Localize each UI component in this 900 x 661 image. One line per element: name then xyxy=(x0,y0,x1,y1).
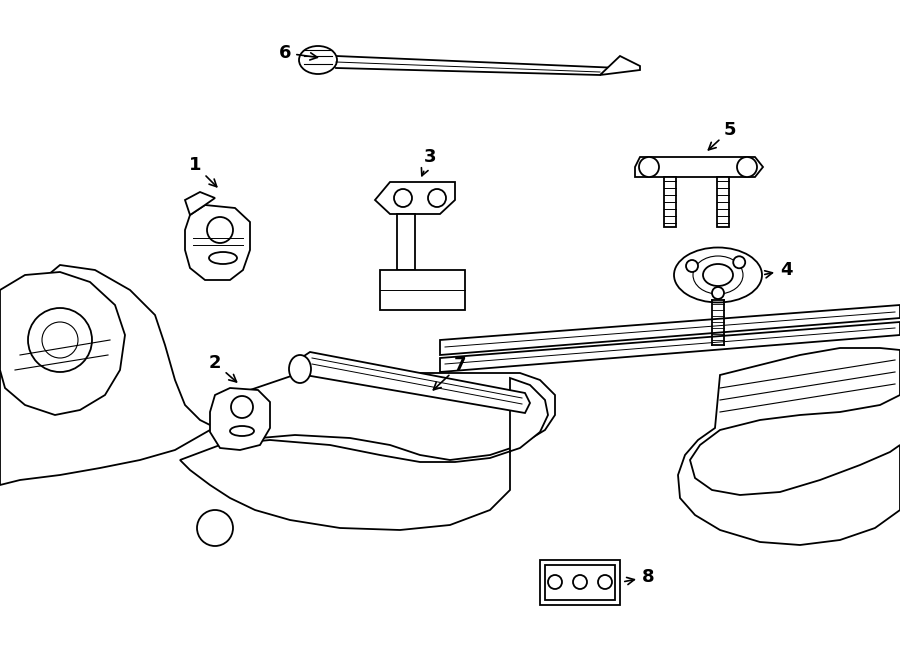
Polygon shape xyxy=(545,565,615,600)
Ellipse shape xyxy=(289,355,311,383)
Ellipse shape xyxy=(299,46,337,74)
Circle shape xyxy=(573,575,587,589)
Text: 1: 1 xyxy=(189,156,217,186)
Polygon shape xyxy=(180,378,548,530)
Polygon shape xyxy=(295,352,530,413)
Polygon shape xyxy=(210,388,270,450)
Text: 7: 7 xyxy=(434,356,466,390)
Circle shape xyxy=(737,157,757,177)
Polygon shape xyxy=(397,214,415,270)
Circle shape xyxy=(428,189,446,207)
Ellipse shape xyxy=(703,264,733,286)
Polygon shape xyxy=(664,177,676,227)
Polygon shape xyxy=(440,322,900,372)
Ellipse shape xyxy=(693,256,743,294)
Ellipse shape xyxy=(230,426,254,436)
Text: 4: 4 xyxy=(765,261,792,279)
Ellipse shape xyxy=(209,252,237,264)
Circle shape xyxy=(42,322,78,358)
Circle shape xyxy=(598,575,612,589)
Circle shape xyxy=(639,157,659,177)
Polygon shape xyxy=(0,265,555,485)
Polygon shape xyxy=(0,272,125,415)
Polygon shape xyxy=(635,157,763,177)
Circle shape xyxy=(231,396,253,418)
Circle shape xyxy=(207,217,233,243)
Circle shape xyxy=(734,256,745,268)
Text: 8: 8 xyxy=(625,568,654,586)
Circle shape xyxy=(197,510,233,546)
Polygon shape xyxy=(185,205,250,280)
Polygon shape xyxy=(380,270,465,310)
Polygon shape xyxy=(717,177,729,227)
Polygon shape xyxy=(678,348,900,545)
Text: 5: 5 xyxy=(708,121,736,150)
Polygon shape xyxy=(375,182,455,214)
Circle shape xyxy=(712,287,724,299)
Circle shape xyxy=(28,308,92,372)
Circle shape xyxy=(686,260,698,272)
Text: 2: 2 xyxy=(209,354,237,382)
Polygon shape xyxy=(540,560,620,605)
Circle shape xyxy=(394,189,412,207)
Ellipse shape xyxy=(674,247,762,303)
Polygon shape xyxy=(185,192,215,215)
Circle shape xyxy=(548,575,562,589)
Polygon shape xyxy=(600,56,640,75)
Text: 6: 6 xyxy=(279,44,318,62)
Text: 3: 3 xyxy=(421,148,436,176)
Polygon shape xyxy=(440,305,900,355)
